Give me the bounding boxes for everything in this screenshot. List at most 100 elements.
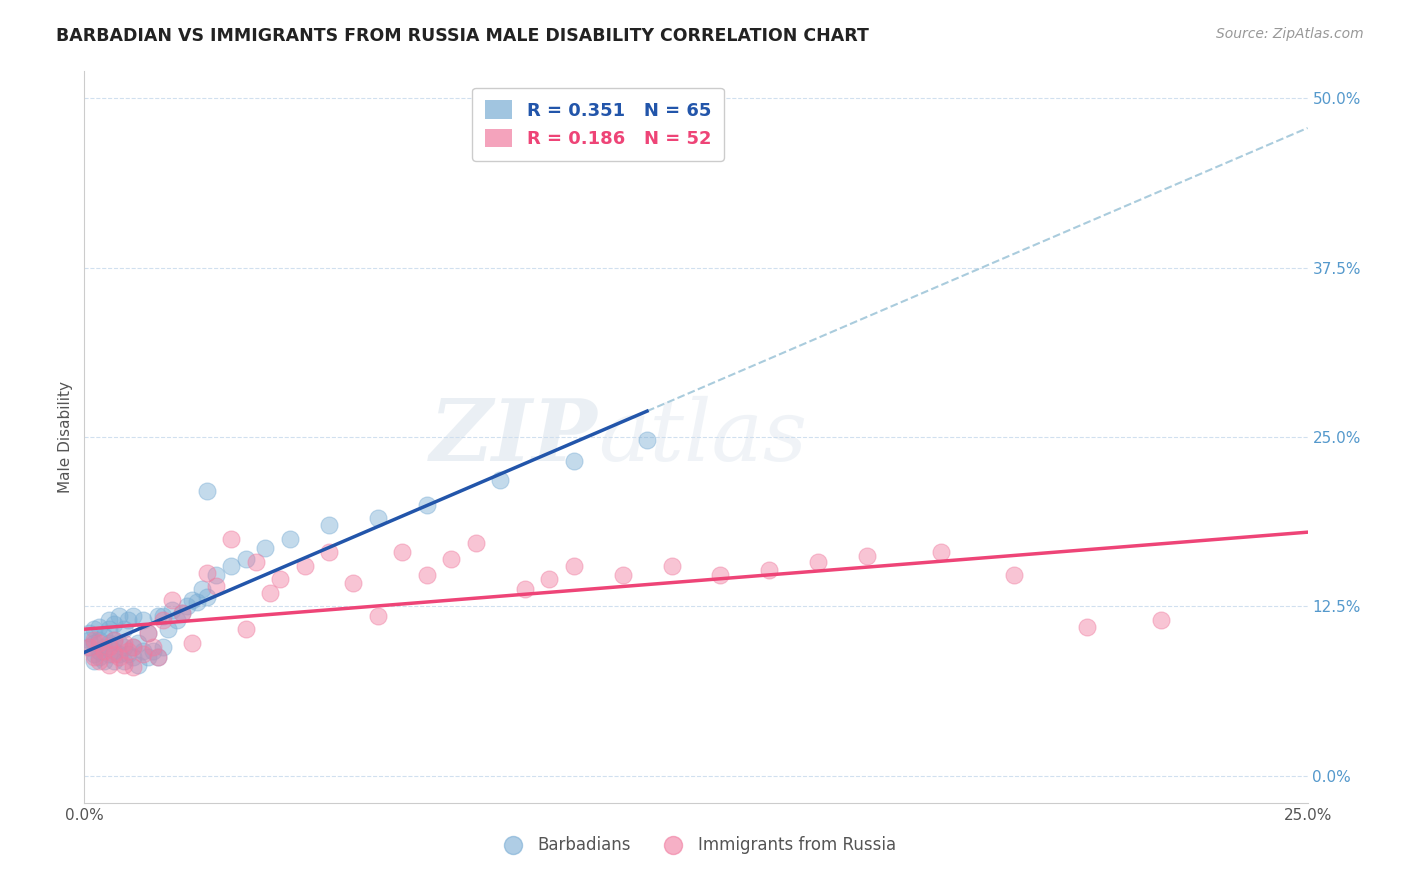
Point (83, 654, 105, 668)
Point (87, 644, 110, 658)
Point (136, 649, 159, 664)
Point (318, 545, 340, 559)
Point (562, 454, 585, 468)
Point (636, 433, 658, 447)
Point (294, 558, 316, 573)
Point (612, 568, 634, 582)
Point (156, 623, 179, 637)
Point (661, 558, 683, 573)
Point (97, 657, 120, 672)
Point (87, 649, 110, 664)
Point (162, 592, 184, 607)
Point (112, 636, 135, 650)
Point (142, 640, 165, 654)
Point (464, 535, 486, 549)
Point (152, 608, 174, 623)
Point (367, 608, 389, 623)
Point (152, 640, 174, 654)
Point (538, 572, 561, 586)
Point (709, 568, 731, 582)
Point (318, 518, 340, 533)
Point (77, 626, 100, 640)
Y-axis label: Male Disability: Male Disability (58, 381, 73, 493)
Point (205, 579, 228, 593)
Point (107, 608, 129, 623)
Text: ZIP: ZIP (430, 395, 598, 479)
Point (77, 640, 100, 654)
Point (117, 613, 139, 627)
Point (186, 595, 208, 609)
Point (269, 572, 291, 586)
Legend: Barbadians, Immigrants from Russia: Barbadians, Immigrants from Russia (489, 829, 903, 860)
Point (562, 558, 585, 573)
Point (132, 647, 155, 661)
Point (172, 606, 194, 620)
Point (440, 552, 463, 566)
Point (132, 613, 155, 627)
Point (1150, 613, 1173, 627)
Point (93, 654, 115, 668)
Point (146, 608, 169, 623)
Point (103, 644, 125, 658)
Point (181, 636, 204, 650)
Point (146, 649, 169, 664)
Point (97, 623, 120, 637)
Point (93, 640, 115, 654)
Point (142, 644, 165, 658)
Point (176, 599, 198, 614)
Point (122, 649, 145, 664)
Point (219, 532, 242, 546)
Point (103, 654, 125, 668)
Point (146, 649, 169, 664)
Point (132, 644, 155, 658)
Point (152, 613, 174, 627)
Point (112, 654, 135, 668)
Point (87, 636, 110, 650)
Point (87, 654, 110, 668)
Point (195, 590, 218, 604)
Point (107, 649, 129, 664)
Point (807, 555, 830, 569)
Point (103, 647, 125, 661)
Point (278, 532, 301, 546)
Point (127, 657, 149, 672)
Point (103, 633, 125, 648)
Point (758, 563, 780, 577)
Point (83, 633, 105, 648)
Point (195, 484, 218, 499)
Point (513, 582, 536, 596)
Point (416, 498, 439, 512)
Text: atlas: atlas (598, 396, 807, 478)
Point (205, 568, 228, 582)
Point (136, 626, 159, 640)
Point (235, 552, 257, 566)
Point (103, 633, 125, 648)
Point (97, 636, 120, 650)
Point (195, 566, 218, 580)
Point (416, 568, 439, 582)
Point (97, 613, 120, 627)
Point (127, 636, 149, 650)
Point (107, 647, 129, 661)
Point (117, 644, 139, 658)
Point (87, 633, 110, 648)
Point (93, 644, 115, 658)
Point (489, 474, 512, 488)
Point (77, 640, 100, 654)
Text: BARBADIAN VS IMMIGRANTS FROM RUSSIA MALE DISABILITY CORRELATION CHART: BARBADIAN VS IMMIGRANTS FROM RUSSIA MALE… (56, 27, 869, 45)
Point (367, 511, 389, 525)
Point (87, 620, 110, 634)
Point (112, 640, 135, 654)
Point (235, 623, 257, 637)
Point (1002, 568, 1025, 582)
Point (219, 558, 242, 573)
Point (103, 617, 125, 632)
Point (856, 549, 879, 564)
Point (93, 629, 115, 643)
Point (1076, 620, 1098, 634)
Point (117, 647, 139, 661)
Point (172, 606, 194, 620)
Point (83, 649, 105, 664)
Point (929, 545, 952, 559)
Point (107, 636, 129, 650)
